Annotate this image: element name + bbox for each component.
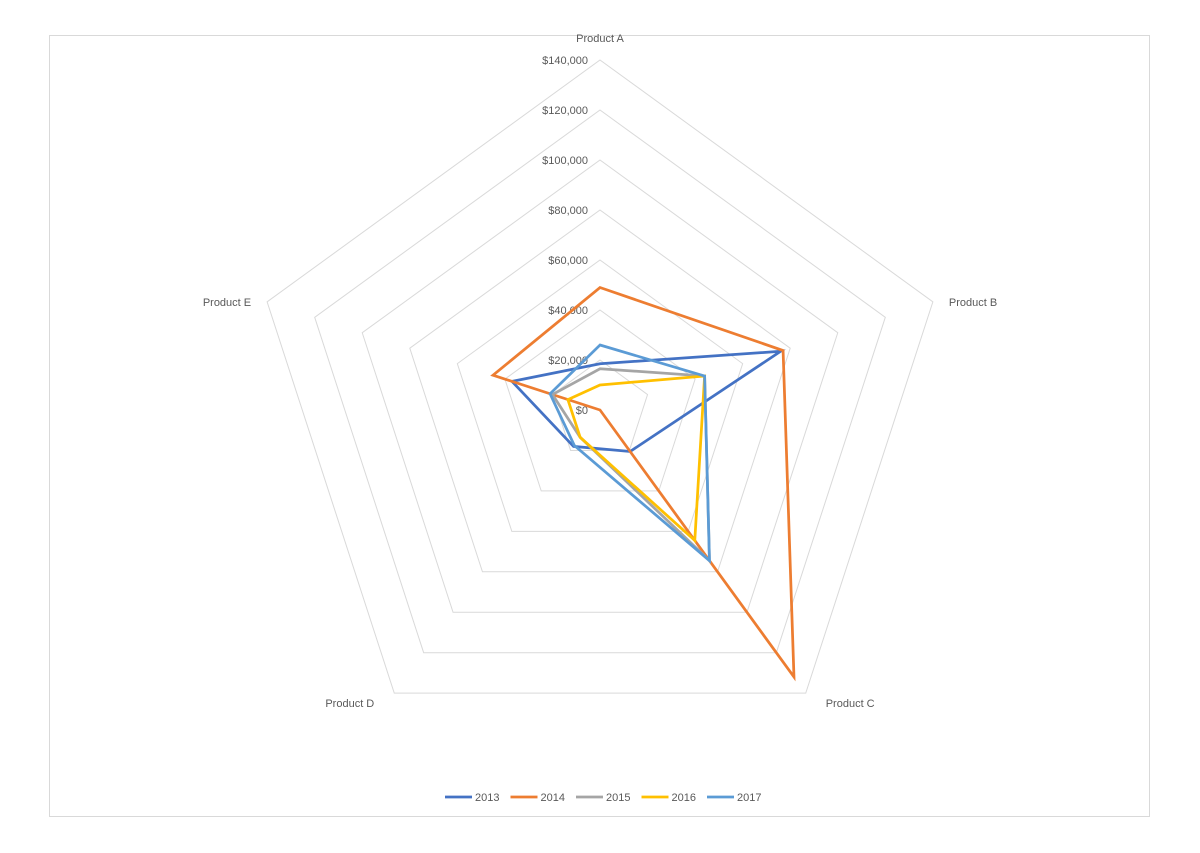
legend-item: 2015 [576,792,630,804]
series-line-2016 [566,374,707,544]
legend-item: 2016 [641,792,696,804]
grid-ring [551,359,649,451]
series-line-2014 [490,285,796,682]
grid-ring [314,109,886,654]
category-label: Product B [949,297,997,309]
grid-ring [266,59,934,694]
category-labels: Product A Product B Product C Product D Prod… [203,33,997,710]
legend-label: 2016 [672,792,696,804]
value-axis-labels: $0 $20,000 $40,000 $60,000 $80,000 $100,000 $1… [542,55,588,417]
legend-label: 2017 [737,792,761,804]
legend-item: 2014 [510,792,565,804]
tick-label: $0 [576,405,588,417]
grid-ring [409,209,791,573]
grid-ring [504,309,696,492]
tick-label: $60,000 [548,255,588,267]
series-line-2017 [548,343,711,564]
radar-grid [266,59,934,694]
category-label: Product C [826,698,875,710]
grid-ring [361,159,839,613]
category-label: Product E [203,297,251,309]
tick-label: $80,000 [548,205,588,217]
legend-item: 2017 [707,792,761,804]
series-line-2013 [509,349,786,453]
category-label: Product A [576,33,624,45]
legend-label: 2015 [606,792,630,804]
tick-label: $100,000 [542,155,588,167]
grid-ring [456,259,744,532]
series-line-2015 [550,367,711,564]
category-label: Product D [325,698,374,710]
legend-label: 2013 [475,792,499,804]
tick-label: $140,000 [542,55,588,67]
tick-label: $120,000 [542,105,588,117]
chart-area [49,35,1150,817]
legend-label: 2014 [541,792,565,804]
series-lines [490,285,796,682]
tick-label: $20,000 [548,355,588,367]
tick-label: $40,000 [548,305,588,317]
legend: 2013 2014 2015 2016 2017 [445,792,761,804]
legend-item: 2013 [445,792,499,804]
